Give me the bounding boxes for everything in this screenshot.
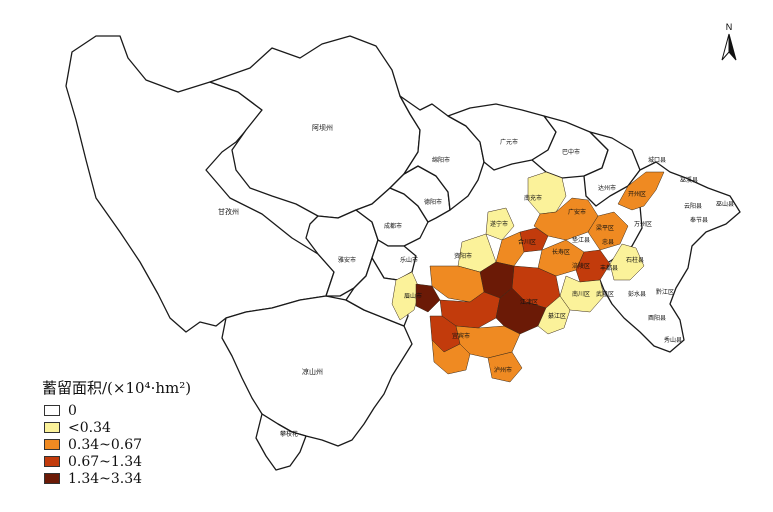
label-leshan: 乐山市 [400, 256, 418, 264]
cell-yellow-4 [609, 243, 645, 281]
region-chengdu [355, 187, 429, 247]
cell-yellow-2 [485, 207, 515, 241]
label-jiangjin: 江津区 [520, 299, 538, 306]
legend-item: 0 [42, 402, 272, 419]
region-liangshan [221, 295, 413, 447]
label-zhongxian: 忠县 [602, 238, 614, 246]
label-shizhu: 石柱县 [626, 256, 644, 264]
north-arrow-label: N [726, 22, 733, 32]
legend-items: 0 <0.34 0.34~0.67 0.67~1.34 1.34~3.34 [42, 402, 272, 487]
label-wanzhou: 万州区 [634, 221, 652, 228]
label-yibin: 宜宾市 [452, 332, 470, 340]
cell-orange-8 [487, 351, 523, 383]
label-liangshan: 凉山州 [302, 367, 323, 376]
label-ziyang: 资阳市 [454, 252, 472, 260]
legend-label: <0.34 [68, 419, 111, 436]
cell-yellow-5 [391, 271, 421, 321]
label-aba: 阿坝州 [312, 123, 333, 132]
label-dianjiang: 垫江县 [572, 236, 590, 244]
cell-yellow-1 [527, 171, 567, 215]
map-legend: 蓄留面积/(×10⁴·hm²) 0 <0.34 0.34~0.67 0.67~1.34… [42, 377, 272, 487]
region-panzhihua [255, 413, 307, 471]
label-chengkou: 城口县 [648, 157, 666, 164]
label-fuling: 涪陵区 [572, 262, 590, 270]
cell-orange-2 [587, 211, 629, 251]
label-dazhou: 达州市 [598, 184, 616, 192]
legend-label: 1.34~3.34 [68, 470, 143, 487]
label-nanchong: 南充市 [524, 194, 542, 202]
label-qianjiang: 黔江区 [656, 288, 674, 296]
label-bazhong: 巴中市 [562, 148, 580, 156]
label-youyang: 酉阳县 [648, 314, 666, 322]
label-kaizhou: 开州区 [628, 191, 646, 198]
label-changshou: 长寿区 [552, 248, 570, 256]
legend-label: 0.67~1.34 [68, 453, 143, 470]
label-fengdu: 丰都县 [600, 264, 618, 272]
north-arrow: N [717, 20, 741, 64]
label-liangping: 梁平区 [596, 224, 614, 232]
label-deyang: 德阳市 [424, 198, 442, 206]
legend-label: 0 [68, 402, 77, 419]
label-guangan: 广安市 [568, 208, 586, 216]
label-wushan: 巫山县 [716, 200, 734, 208]
label-wulong: 武隆区 [596, 290, 614, 298]
legend-label: 0.34~0.67 [68, 436, 143, 453]
region-dazhou [583, 131, 641, 207]
region-bazhong [531, 115, 609, 179]
region-group-white [65, 35, 741, 471]
region-leshan [345, 257, 409, 327]
legend-item: 0.67~1.34 [42, 453, 272, 470]
label-fengjie: 奉节县 [690, 216, 708, 224]
region-group-colored [391, 171, 665, 383]
legend-swatch [44, 473, 60, 484]
label-xiushan: 秀山县 [664, 336, 682, 344]
label-nanchuan: 南川区 [572, 290, 590, 298]
legend-item: <0.34 [42, 419, 272, 436]
label-yunyang: 云阳县 [684, 202, 702, 210]
legend-swatch [44, 405, 60, 416]
region-labels: 阿坝州 甘孜州 凉山州 攀枝花 雅安市 成都市 德阳市 绵阳市 广元市 巴中市 … [218, 123, 734, 438]
label-suining: 遂宁市 [490, 220, 508, 228]
cell-orange-7 [431, 339, 471, 375]
legend-swatch [44, 456, 60, 467]
label-guangyuan: 广元市 [500, 138, 518, 146]
label-mianyang: 绵阳市 [432, 156, 450, 164]
label-panzhihua: 攀枝花 [280, 430, 298, 438]
cell-darkest-2 [415, 283, 441, 313]
label-pengshui: 彭水县 [628, 290, 646, 298]
cell-orange-kaizhou [617, 171, 665, 211]
legend-swatch [44, 422, 60, 433]
label-yaan: 雅安市 [338, 256, 356, 264]
label-wuxi: 巫溪县 [680, 176, 698, 184]
cell-yellow-6 [537, 295, 571, 335]
label-chengdu: 成都市 [384, 222, 402, 230]
label-luzhou: 泸州市 [494, 366, 512, 374]
north-arrow-icon [721, 33, 730, 61]
label-meishan: 眉山市 [404, 292, 422, 300]
legend-item: 1.34~3.34 [42, 470, 272, 487]
label-qijiang: 綦江区 [548, 312, 566, 320]
label-ganzi: 甘孜州 [218, 207, 239, 216]
legend-swatch [44, 439, 60, 450]
legend-item: 0.34~0.67 [42, 436, 272, 453]
cell-orange-3 [495, 231, 525, 267]
legend-title: 蓄留面积/(×10⁴·hm²) [42, 379, 192, 397]
label-hechuan: 合川区 [518, 238, 536, 246]
